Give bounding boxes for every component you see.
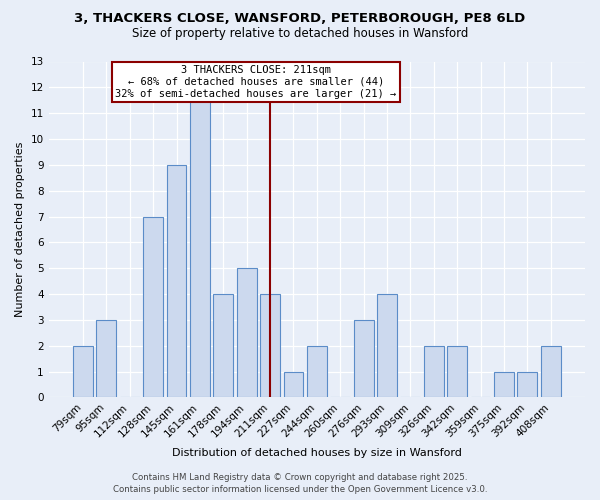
Bar [494, 372, 514, 398]
X-axis label: Distribution of detached houses by size in Wansford: Distribution of detached houses by size … [172, 448, 462, 458]
Bar [424, 346, 443, 398]
Bar [284, 372, 304, 398]
Bar [143, 216, 163, 398]
Bar [73, 346, 93, 398]
Bar [447, 346, 467, 398]
Text: 3, THACKERS CLOSE, WANSFORD, PETERBOROUGH, PE8 6LD: 3, THACKERS CLOSE, WANSFORD, PETERBOROUG… [74, 12, 526, 26]
Bar [97, 320, 116, 398]
Bar [260, 294, 280, 398]
Bar [353, 320, 374, 398]
Text: 3 THACKERS CLOSE: 211sqm
← 68% of detached houses are smaller (44)
32% of semi-d: 3 THACKERS CLOSE: 211sqm ← 68% of detach… [115, 66, 397, 98]
Text: Contains HM Land Registry data © Crown copyright and database right 2025.
Contai: Contains HM Land Registry data © Crown c… [113, 472, 487, 494]
Bar [377, 294, 397, 398]
Y-axis label: Number of detached properties: Number of detached properties [15, 142, 25, 317]
Bar [167, 165, 187, 398]
Bar [190, 88, 210, 398]
Bar [237, 268, 257, 398]
Bar [307, 346, 327, 398]
Bar [214, 294, 233, 398]
Bar [517, 372, 537, 398]
Text: Size of property relative to detached houses in Wansford: Size of property relative to detached ho… [132, 28, 468, 40]
Bar [541, 346, 560, 398]
